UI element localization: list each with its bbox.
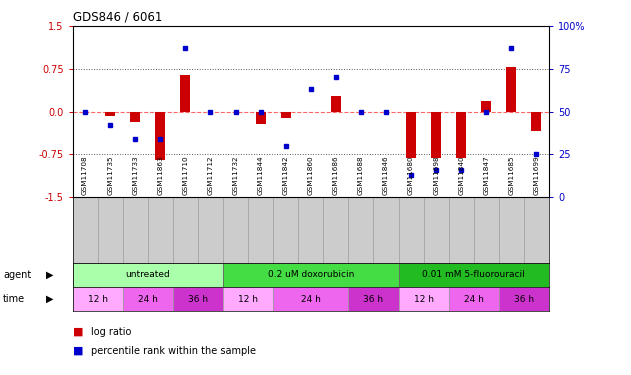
Bar bbox=[399, 262, 549, 287]
Text: ▶: ▶ bbox=[46, 294, 54, 304]
Bar bbox=[449, 287, 499, 311]
Text: 12 h: 12 h bbox=[88, 295, 108, 304]
Bar bbox=[223, 287, 273, 311]
Bar bbox=[73, 262, 223, 287]
Bar bbox=[155, 112, 165, 160]
Bar bbox=[105, 112, 115, 116]
Text: GDS846 / 6061: GDS846 / 6061 bbox=[73, 11, 162, 24]
Text: 36 h: 36 h bbox=[188, 295, 208, 304]
Bar bbox=[406, 112, 416, 158]
Text: log ratio: log ratio bbox=[91, 327, 132, 337]
Text: 12 h: 12 h bbox=[413, 295, 433, 304]
Bar bbox=[506, 67, 516, 112]
Text: ■: ■ bbox=[73, 346, 83, 355]
Text: ■: ■ bbox=[73, 327, 83, 337]
Bar bbox=[122, 287, 173, 311]
Bar bbox=[73, 287, 122, 311]
Text: ▶: ▶ bbox=[46, 270, 54, 280]
Text: untreated: untreated bbox=[126, 270, 170, 279]
Text: time: time bbox=[3, 294, 25, 304]
Bar bbox=[331, 96, 341, 112]
Bar bbox=[256, 112, 266, 124]
Text: agent: agent bbox=[3, 270, 32, 280]
Text: 12 h: 12 h bbox=[238, 295, 258, 304]
Bar bbox=[180, 75, 191, 112]
Bar bbox=[273, 287, 348, 311]
Text: percentile rank within the sample: percentile rank within the sample bbox=[91, 346, 256, 355]
Text: 24 h: 24 h bbox=[301, 295, 321, 304]
Bar bbox=[281, 112, 291, 118]
Bar bbox=[348, 287, 399, 311]
Bar bbox=[223, 262, 399, 287]
Text: 36 h: 36 h bbox=[363, 295, 384, 304]
Text: 0.01 mM 5-fluorouracil: 0.01 mM 5-fluorouracil bbox=[422, 270, 525, 279]
Bar bbox=[173, 287, 223, 311]
Bar bbox=[431, 112, 441, 158]
Bar bbox=[399, 287, 449, 311]
Text: 24 h: 24 h bbox=[464, 295, 484, 304]
Bar bbox=[130, 112, 140, 122]
Bar bbox=[531, 112, 541, 132]
Text: 24 h: 24 h bbox=[138, 295, 158, 304]
Bar bbox=[499, 287, 549, 311]
Bar bbox=[456, 112, 466, 158]
Text: 0.2 uM doxorubicin: 0.2 uM doxorubicin bbox=[268, 270, 354, 279]
Bar bbox=[481, 101, 492, 112]
Text: 36 h: 36 h bbox=[514, 295, 534, 304]
